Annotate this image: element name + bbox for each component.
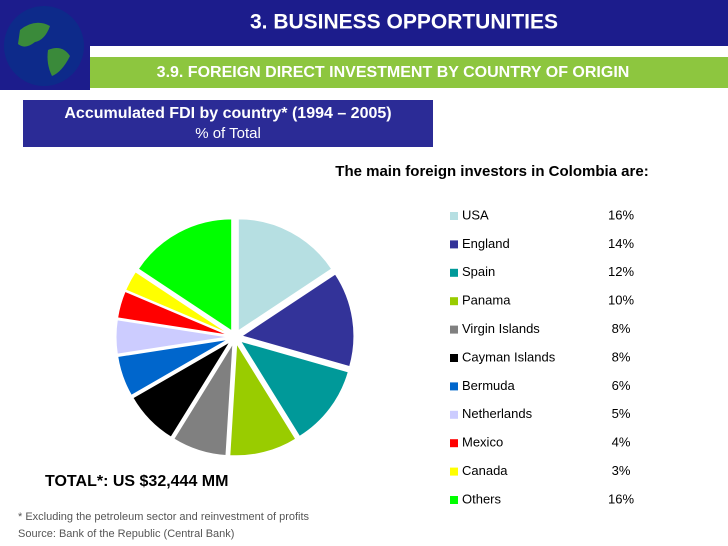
- legend-swatch: [450, 325, 458, 334]
- pie-slice: [132, 341, 231, 438]
- legend-label: Virgin Islands: [462, 321, 540, 336]
- total-label: TOTAL*: US $32,444 MM: [45, 473, 228, 490]
- legend-swatch: [450, 496, 458, 504]
- value-label: 6%: [612, 378, 631, 393]
- section-title: 3. BUSINESS OPPORTUNITIES: [250, 11, 558, 34]
- value-label: 12%: [608, 264, 634, 279]
- legend-label: Mexico: [462, 435, 503, 450]
- pie-slice: [173, 343, 234, 456]
- legend-label: Cayman Islands: [462, 349, 556, 364]
- subsection-band: [84, 57, 728, 88]
- footnote: * Excluding the petroleum sector and rei…: [18, 511, 310, 523]
- legend-swatch: [450, 212, 458, 220]
- legend-label: Panama: [462, 293, 511, 308]
- value-label: 3%: [612, 463, 631, 478]
- value-label: 8%: [612, 321, 631, 336]
- legend-swatch: [450, 354, 458, 362]
- legend-label: Others: [462, 491, 502, 506]
- chart-subtitle: % of Total: [195, 125, 261, 142]
- globe-land: [18, 22, 50, 47]
- value-label: 16%: [608, 491, 634, 506]
- value-label: 5%: [612, 406, 631, 421]
- legend-swatch: [450, 240, 458, 249]
- legend-label: USA: [462, 207, 489, 222]
- subsection-title: 3.9. FOREIGN DIRECT INVESTMENT BY COUNTR…: [157, 64, 630, 81]
- pie-slice: [229, 342, 297, 457]
- value-label: 14%: [608, 236, 634, 251]
- globe-icon: [0, 0, 90, 90]
- legend-swatch: [450, 467, 458, 476]
- legend-swatch: [450, 410, 458, 419]
- legend-swatch: [450, 439, 458, 448]
- pie-slice: [117, 290, 229, 336]
- globe-land: [47, 48, 70, 76]
- source-note: Source: Bank of the Republic (Central Ba…: [18, 528, 234, 540]
- pie-slice: [115, 319, 229, 355]
- legend-swatch: [450, 382, 458, 391]
- pie-slice: [117, 338, 229, 397]
- pie-slice: [240, 273, 355, 368]
- chart-title: Accumulated FDI by country* (1994 – 2005…: [64, 105, 391, 122]
- legend-label: Canada: [462, 463, 508, 478]
- legend-label: Netherlands: [462, 406, 533, 421]
- pie-slice: [239, 340, 349, 438]
- value-label: 8%: [612, 349, 631, 364]
- legend-label: Spain: [462, 264, 495, 279]
- header-band: [90, 0, 728, 46]
- legend-label: Bermuda: [462, 378, 516, 393]
- legend-label: England: [462, 236, 510, 251]
- legend-swatch: [450, 297, 458, 306]
- pie-slice: [137, 218, 233, 332]
- globe: [4, 6, 84, 86]
- legend-swatch: [450, 268, 458, 277]
- value-label: 4%: [612, 435, 631, 450]
- chart-title-box: [23, 100, 433, 147]
- pie-slice: [237, 218, 333, 332]
- value-label: 10%: [608, 293, 634, 308]
- pie-slice: [125, 271, 230, 335]
- chart-heading: The main foreign investors in Colombia a…: [335, 163, 648, 180]
- value-label: 16%: [608, 207, 634, 222]
